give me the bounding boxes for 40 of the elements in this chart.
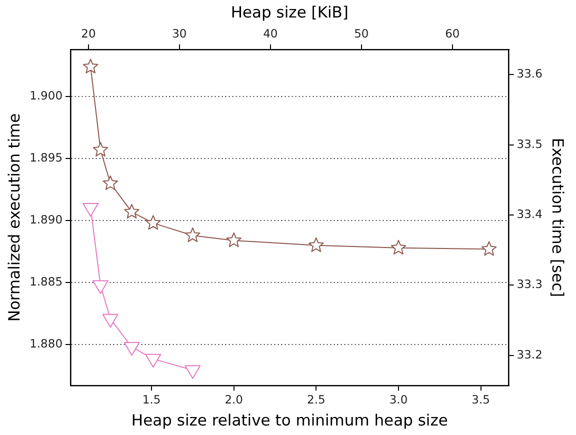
- point: [481, 241, 497, 256]
- point: [308, 237, 324, 252]
- point: [92, 280, 108, 294]
- y-axis-title: Normalized execution time: [5, 113, 24, 322]
- y-tick-label: 1.900: [30, 88, 63, 103]
- y2-tick-label: 33.3: [516, 277, 542, 292]
- point: [145, 354, 162, 368]
- x2-tick-label: 20: [81, 26, 96, 40]
- y2-tick-label: 33.6: [516, 66, 542, 81]
- point: [92, 142, 108, 156]
- x2-tick-label: 60: [445, 26, 460, 40]
- x2-axis-title: Heap size [KiB]: [230, 3, 348, 22]
- x-tick-label: 2.5: [307, 392, 326, 406]
- x-tick-label: 2.0: [224, 392, 243, 406]
- y-tick-label: 1.890: [30, 212, 63, 227]
- point: [124, 342, 140, 356]
- point: [102, 175, 118, 190]
- y2-tick-label: 33.5: [516, 136, 542, 151]
- y2-tick-label: 33.2: [516, 347, 542, 362]
- y-tick-label: 1.880: [30, 336, 63, 351]
- point: [82, 203, 99, 217]
- y-tick-label: 1.885: [30, 274, 63, 289]
- point: [102, 314, 118, 328]
- y2-tick-label: 33.4: [516, 207, 542, 222]
- x-axis-title: Heap size relative to minimum heap size: [131, 412, 448, 430]
- x-tick-label: 1.5: [142, 392, 161, 406]
- point: [146, 215, 161, 230]
- y2-axis-title: Execution time [sec]: [548, 138, 567, 298]
- x-tick-label: 3.0: [389, 392, 408, 406]
- point: [184, 365, 201, 379]
- point: [226, 232, 242, 248]
- x2-tick-label: 30: [172, 26, 187, 40]
- x-tick-label: 3.5: [472, 392, 490, 406]
- x2-tick-label: 40: [263, 26, 278, 40]
- point: [390, 240, 406, 254]
- point: [185, 227, 200, 242]
- point: [82, 58, 98, 74]
- x2-tick-label: 50: [354, 26, 369, 40]
- y-tick-label: 1.895: [30, 150, 63, 165]
- point: [124, 204, 140, 218]
